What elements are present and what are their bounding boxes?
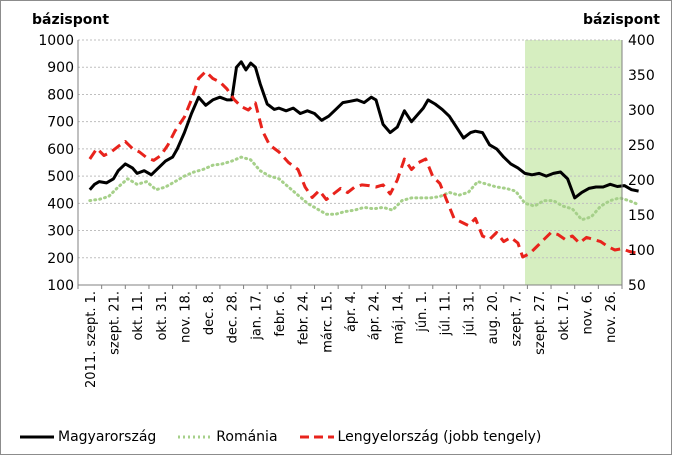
y-left-tick-label: 900	[47, 60, 74, 76]
x-tick-label: máj. 14.	[391, 291, 406, 344]
line-chart: bázispont bázispont 100 200 300 400 500 600 70…	[32, 12, 660, 388]
legend-swatch-dashed	[299, 435, 334, 439]
y-right-tick-label: 150	[628, 208, 655, 224]
x-tick-label: febr. 24.	[297, 291, 312, 345]
x-tick-label: szept. 21.	[107, 291, 122, 355]
y-left-tick-label: 400	[47, 196, 74, 212]
legend-label-romania: Románia	[216, 429, 278, 445]
x-axis-tick-labels: 2011. szept. 1. szept. 21. okt. 11. okt. 31…	[84, 291, 619, 388]
legend-label-hungary: Magyarország	[58, 429, 157, 445]
y-left-tick-label: 1000	[38, 33, 74, 49]
y-left-tick-label: 800	[47, 87, 74, 103]
x-tick-label: dec. 8.	[202, 291, 217, 335]
y-axis-right-tick-labels: 50 100 150 200 250 300 350 400	[628, 33, 655, 294]
axes	[77, 40, 623, 289]
legend-item-romania: Románia	[178, 429, 278, 445]
series-layer	[88, 60, 641, 259]
series-line-hungary	[88, 60, 639, 200]
legend-label-poland: Lengyelország (jobb tengely)	[337, 429, 542, 445]
y-right-tick-label: 350	[628, 68, 655, 84]
y-right-tick-label: 300	[628, 103, 655, 119]
y-left-tick-label: 300	[47, 224, 74, 240]
x-tick-label: dec. 28.	[226, 291, 241, 343]
y-left-tick-label: 600	[47, 142, 74, 158]
x-tick-label: 2011. szept. 1.	[84, 291, 99, 388]
x-tick-label: nov. 18.	[178, 291, 193, 343]
legend-item-poland: Lengyelország (jobb tengely)	[299, 429, 542, 445]
highlight-region	[525, 40, 622, 285]
grid-lines	[78, 39, 622, 259]
x-tick-label: ápr. 4.	[344, 291, 359, 332]
x-tick-label: júl. 31.	[462, 291, 477, 336]
y-right-tick-label: 200	[628, 173, 655, 189]
x-tick-label: márc. 15.	[320, 291, 335, 353]
x-tick-label: júl. 11.	[439, 291, 454, 336]
y-left-tick-label: 100	[47, 278, 74, 294]
legend-item-hungary: Magyarország	[20, 429, 156, 445]
y-left-tick-label: 700	[47, 115, 74, 131]
series-line-poland	[88, 70, 639, 259]
y-right-tick-label: 250	[628, 138, 655, 154]
y-right-tick-label: 100	[628, 243, 655, 259]
y-axis-left-tick-labels: 100 200 300 400 500 600 700 800 900 1000	[38, 33, 74, 294]
y-left-tick-label: 200	[47, 251, 74, 267]
series-line-romania	[88, 155, 641, 222]
x-tick-label: szept. 27.	[533, 291, 548, 355]
legend-swatch-solid	[20, 435, 54, 439]
x-tick-label: aug. 20.	[486, 291, 501, 344]
y-right-tick-label: 400	[628, 33, 655, 49]
x-tick-label: ápr. 24.	[368, 291, 383, 340]
legend-swatch-dotted	[178, 435, 213, 439]
y-axis-unit-right: bázispont	[583, 12, 660, 28]
x-tick-label: jún. 1.	[415, 291, 430, 333]
x-tick-label: okt. 11.	[131, 291, 146, 341]
x-tick-label: jan. 17.	[249, 291, 264, 341]
x-tick-label: szept. 7.	[510, 291, 525, 347]
x-tick-label: febr. 6.	[273, 291, 288, 337]
y-axis-unit-left: bázispont	[32, 12, 109, 28]
x-tick-label: okt. 31.	[155, 291, 170, 341]
legend: Magyarország Románia Lengyelország (jobb…	[20, 426, 664, 448]
x-tick-label: nov. 6.	[581, 291, 596, 335]
y-left-tick-label: 500	[47, 169, 74, 185]
x-tick-label: okt. 17.	[557, 291, 572, 341]
x-tick-label: nov. 26.	[604, 291, 619, 343]
y-right-tick-label: 50	[628, 278, 646, 294]
